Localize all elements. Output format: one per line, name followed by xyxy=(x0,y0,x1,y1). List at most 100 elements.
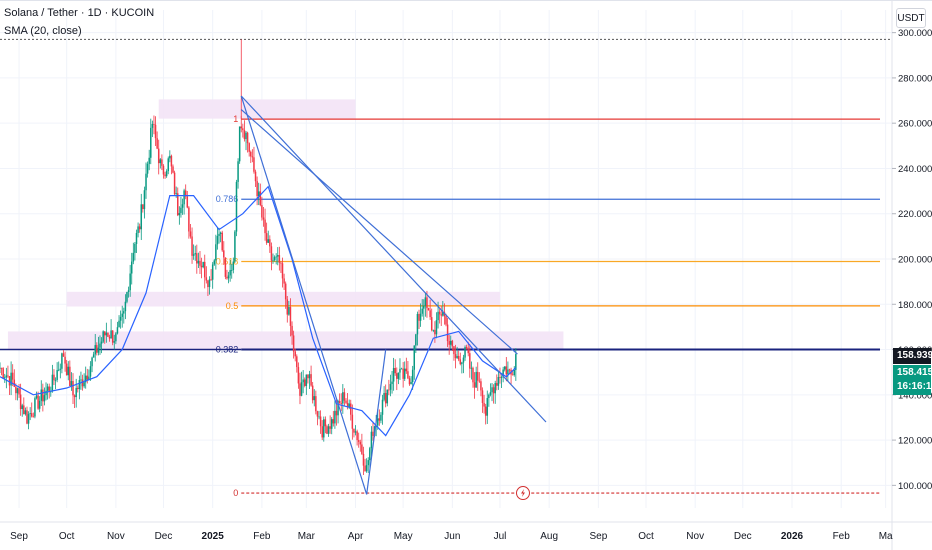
candle-body xyxy=(180,207,182,214)
candle-body xyxy=(453,346,455,355)
price-axis-label: 240.000 xyxy=(898,164,932,175)
time-axis-label: Ma xyxy=(879,531,893,542)
candle-body xyxy=(289,307,292,326)
candle-body xyxy=(200,265,203,268)
candle-body xyxy=(83,382,85,387)
candle-body xyxy=(35,395,38,399)
candle-body xyxy=(229,270,231,276)
supply-zone xyxy=(158,99,356,119)
candle-body xyxy=(388,389,390,391)
trend-line xyxy=(240,95,547,423)
price-axis-label: 100.000 xyxy=(898,481,932,492)
candle-body xyxy=(437,311,439,321)
candle-body xyxy=(350,403,352,415)
time-axis-label: Jul xyxy=(494,531,507,542)
alert-icon-bolt xyxy=(521,489,525,498)
candle-body xyxy=(399,368,401,373)
candle-body xyxy=(475,371,477,388)
candle-body xyxy=(380,414,382,421)
candle-body xyxy=(161,159,163,166)
candle-body xyxy=(362,453,365,466)
candle-body xyxy=(313,396,316,401)
candle-body xyxy=(429,310,431,318)
candle-body xyxy=(300,382,303,396)
candle-body xyxy=(154,124,157,139)
candle-body xyxy=(238,126,241,162)
candle-body xyxy=(296,356,298,368)
candle-body xyxy=(503,366,506,370)
candle-body xyxy=(211,264,214,280)
candle-body xyxy=(34,398,36,417)
candle-body xyxy=(427,308,430,311)
candle-body xyxy=(10,372,12,386)
candle-body xyxy=(397,372,400,379)
candle-body xyxy=(343,392,346,401)
candle-body xyxy=(416,313,419,335)
candle-body xyxy=(210,279,212,281)
candle-body xyxy=(402,368,404,379)
candle-body xyxy=(59,368,62,370)
lightning-bolt-icon[interactable] xyxy=(516,486,530,501)
candle-body xyxy=(426,297,428,309)
candle-body xyxy=(177,193,179,216)
candle-body xyxy=(446,324,449,342)
candle-body xyxy=(167,158,169,172)
time-axis-label: 2026 xyxy=(781,531,804,542)
currency-button[interactable]: USDT xyxy=(896,8,926,28)
candle-body xyxy=(421,308,423,314)
candle-body xyxy=(226,276,228,279)
candle-body xyxy=(297,367,300,384)
candle-body xyxy=(494,383,496,394)
price-axis-label: 140.000 xyxy=(898,390,932,401)
candle-body xyxy=(448,341,450,345)
candle-body xyxy=(13,379,16,387)
candle-body xyxy=(113,341,116,343)
candle-body xyxy=(54,379,57,381)
candle-body xyxy=(308,374,311,379)
symbol-title[interactable]: Solana / Tether · 1D · KUCOIN xyxy=(4,7,155,19)
candle-body xyxy=(319,416,322,427)
candle-body xyxy=(318,416,320,418)
candle-body xyxy=(315,396,317,412)
candle-body xyxy=(91,357,93,367)
candle-body xyxy=(192,254,195,256)
candle-body xyxy=(164,174,166,177)
candle-body xyxy=(245,132,247,140)
candle-body xyxy=(305,374,308,386)
candle-body xyxy=(23,405,25,415)
fib-level-label: 0.618 xyxy=(216,256,239,266)
candle-body xyxy=(40,389,43,401)
candle-body xyxy=(119,316,122,321)
candle-body xyxy=(53,374,55,381)
candle-body xyxy=(100,341,103,344)
candle-body xyxy=(346,402,349,407)
candle-body xyxy=(165,171,168,177)
candle-body xyxy=(253,157,255,172)
candle-body xyxy=(178,213,181,216)
indicator-sma-label[interactable]: SMA (20, close) xyxy=(4,25,82,37)
candle-body xyxy=(361,444,363,454)
candle-body xyxy=(273,257,276,260)
candle-body xyxy=(330,419,333,429)
candle-body xyxy=(181,204,184,208)
candle-body xyxy=(288,307,290,315)
candle-body xyxy=(394,367,396,374)
candle-body xyxy=(143,190,146,210)
candle-body xyxy=(438,311,441,315)
candle-body xyxy=(340,403,342,405)
candle-body xyxy=(170,155,173,167)
time-axis-label: Oct xyxy=(638,531,654,542)
candle-body xyxy=(29,413,31,415)
candle-body xyxy=(102,331,104,342)
candle-body xyxy=(21,405,23,410)
candle-body xyxy=(267,239,269,243)
candle-body xyxy=(19,394,22,410)
candle-body xyxy=(370,431,373,449)
candle-body xyxy=(194,253,196,255)
candle-body xyxy=(7,375,9,377)
candle-body xyxy=(491,387,493,393)
candle-body xyxy=(80,379,82,381)
candle-body xyxy=(77,387,79,390)
